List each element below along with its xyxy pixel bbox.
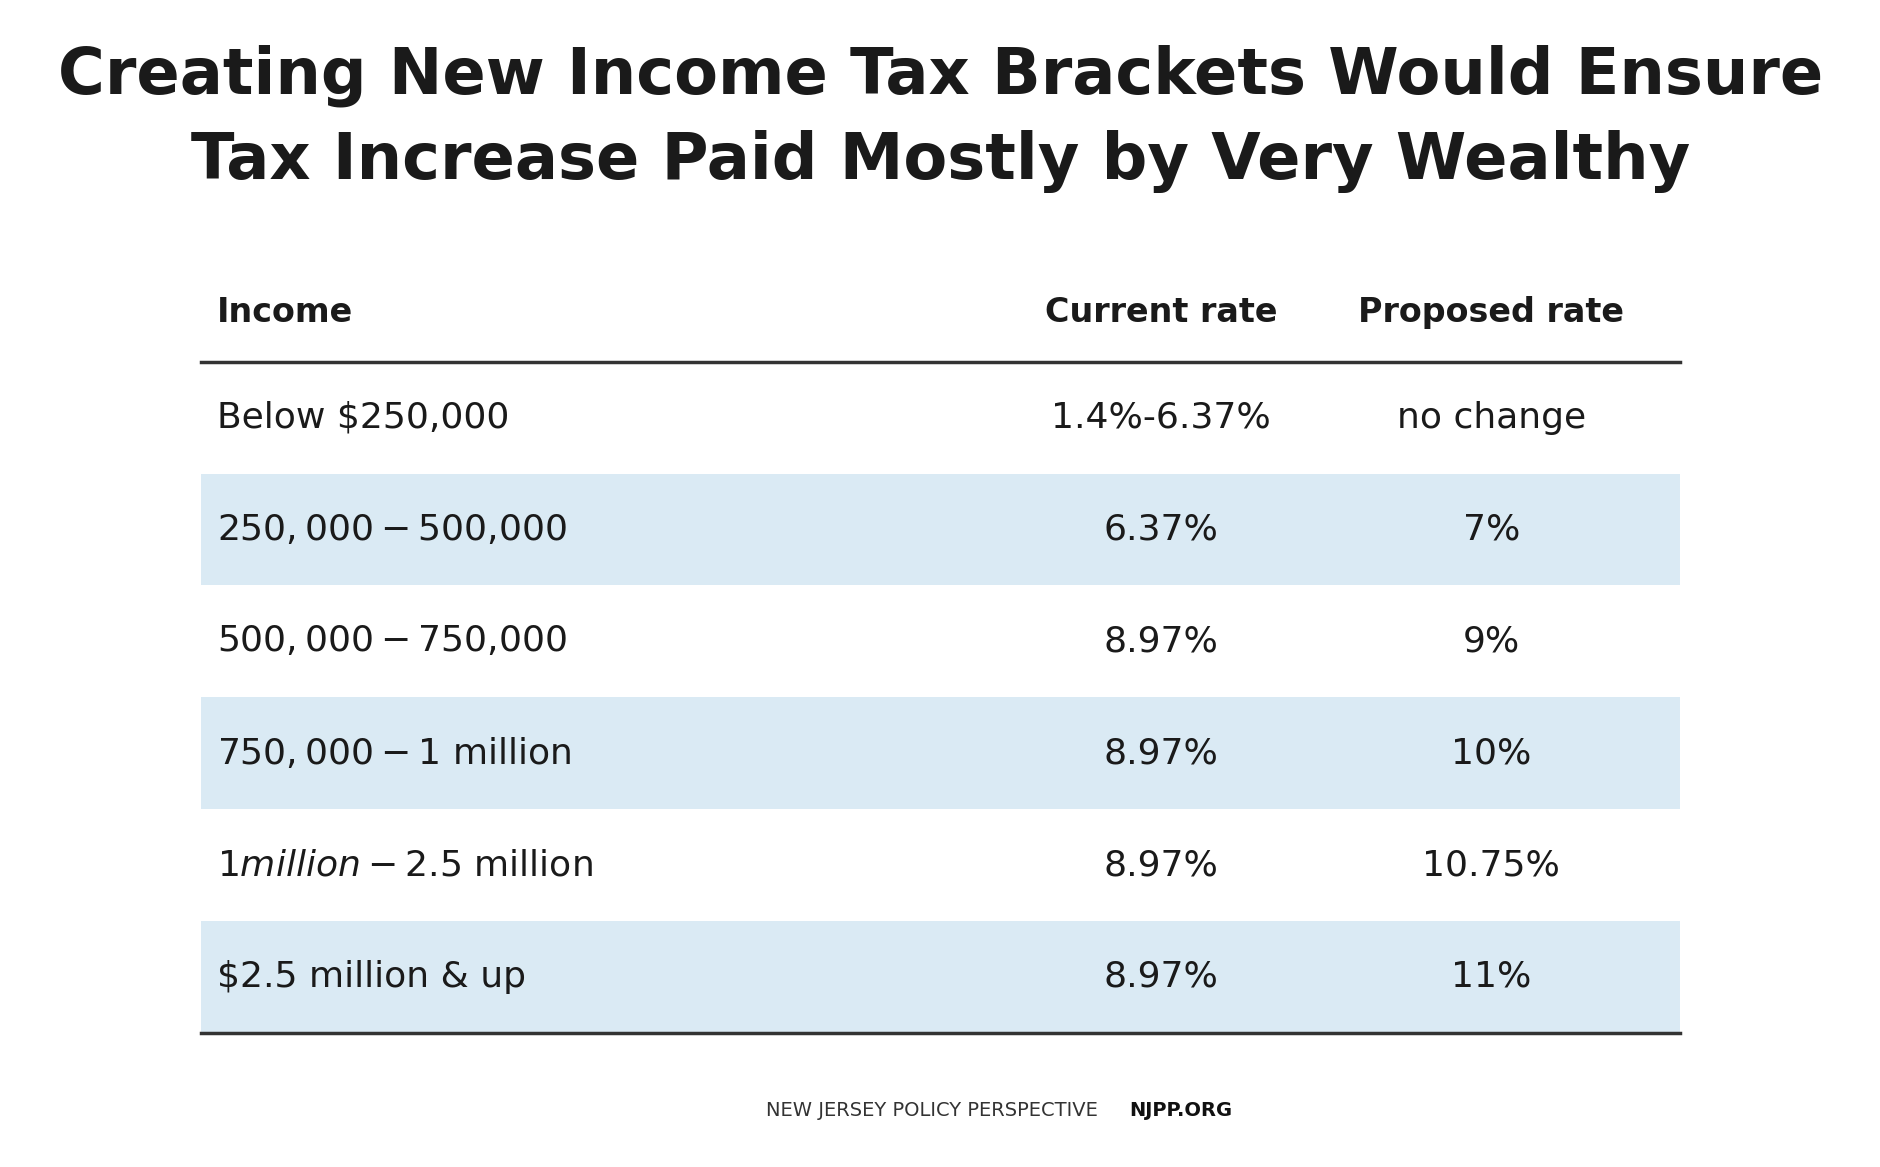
Text: Tax Increase Paid Mostly by Very Wealthy: Tax Increase Paid Mostly by Very Wealthy: [190, 130, 1690, 193]
Text: Proposed rate: Proposed rate: [1357, 295, 1622, 329]
Text: 8.97%: 8.97%: [1104, 736, 1218, 770]
Text: $1 million-$2.5 million: $1 million-$2.5 million: [216, 848, 592, 882]
Text: 9%: 9%: [1463, 624, 1519, 658]
Text: 10%: 10%: [1449, 736, 1530, 770]
Text: Current rate: Current rate: [1043, 295, 1277, 329]
FancyBboxPatch shape: [201, 921, 1679, 1033]
Text: Income: Income: [216, 295, 353, 329]
FancyBboxPatch shape: [201, 474, 1679, 586]
Text: 8.97%: 8.97%: [1104, 848, 1218, 882]
FancyBboxPatch shape: [201, 698, 1679, 809]
Text: $500,000-$750,000: $500,000-$750,000: [216, 624, 566, 658]
Text: NJPP.ORG: NJPP.ORG: [1128, 1102, 1231, 1120]
Text: 8.97%: 8.97%: [1104, 624, 1218, 658]
Text: 11%: 11%: [1449, 960, 1530, 994]
Text: $2.5 million & up: $2.5 million & up: [216, 960, 525, 994]
Text: 10.75%: 10.75%: [1421, 848, 1559, 882]
Text: NEW JERSEY POLICY PERSPECTIVE: NEW JERSEY POLICY PERSPECTIVE: [765, 1102, 1098, 1120]
Text: 7%: 7%: [1463, 512, 1519, 546]
Text: $250,000-$500,000: $250,000-$500,000: [216, 512, 566, 546]
Text: $750,000-$1 million: $750,000-$1 million: [216, 735, 572, 770]
Text: 1.4%-6.37%: 1.4%-6.37%: [1051, 400, 1271, 434]
Text: Below $250,000: Below $250,000: [216, 400, 509, 434]
Text: 6.37%: 6.37%: [1104, 512, 1218, 546]
Text: 8.97%: 8.97%: [1104, 960, 1218, 994]
Text: Creating New Income Tax Brackets Would Ensure: Creating New Income Tax Brackets Would E…: [58, 44, 1822, 107]
Text: no change: no change: [1397, 400, 1585, 434]
